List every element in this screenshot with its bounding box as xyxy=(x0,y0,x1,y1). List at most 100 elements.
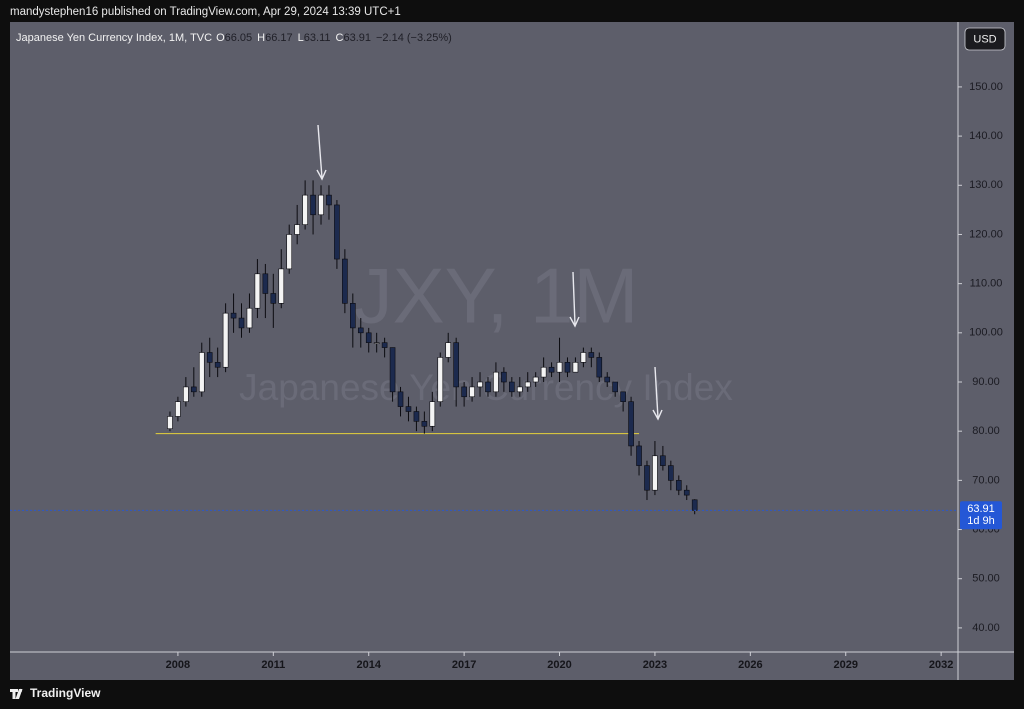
candle-body xyxy=(540,366,547,378)
x-tick-label: 2017 xyxy=(452,659,476,671)
candle xyxy=(628,396,634,456)
candle xyxy=(516,377,523,397)
legend-value: 66.05 xyxy=(225,32,253,44)
candle xyxy=(238,303,245,338)
legend-key: H xyxy=(257,32,265,44)
candle-body xyxy=(461,386,467,398)
candle-body xyxy=(373,342,380,344)
candle xyxy=(222,303,229,373)
candle xyxy=(612,381,618,397)
candle xyxy=(318,185,324,225)
candle-body xyxy=(564,362,571,373)
candle xyxy=(373,332,380,353)
candle-body xyxy=(198,352,205,393)
candle xyxy=(636,441,642,476)
arrow-head xyxy=(652,409,663,421)
candle xyxy=(286,224,293,274)
candle-body xyxy=(397,391,404,407)
candle xyxy=(310,180,316,235)
footer-brand: TradingView xyxy=(30,686,101,700)
y-tick-label: 110.00 xyxy=(970,278,1003,290)
candle-body xyxy=(326,194,332,206)
candle xyxy=(437,352,444,407)
candle-body xyxy=(668,465,674,481)
candle-body xyxy=(532,376,539,383)
candle-body xyxy=(270,293,277,304)
candle-body xyxy=(421,421,428,427)
y-tick-label: 130.00 xyxy=(969,179,1003,191)
candle xyxy=(453,337,459,407)
candle xyxy=(683,485,690,501)
candle xyxy=(191,367,197,397)
candle-body xyxy=(524,381,531,388)
candle-body xyxy=(437,357,444,402)
candle xyxy=(334,200,340,269)
candle xyxy=(206,337,213,378)
candle xyxy=(596,352,603,382)
candle-body xyxy=(493,371,499,393)
last-price-box xyxy=(960,501,1002,530)
candle-body xyxy=(310,194,316,216)
candle xyxy=(246,293,253,333)
candle-body xyxy=(636,445,642,466)
candle xyxy=(461,382,467,407)
x-tick-label: 2008 xyxy=(166,659,190,671)
footer-logo-dot xyxy=(18,688,23,693)
candle-body xyxy=(683,489,690,496)
candle xyxy=(183,377,189,407)
legend-text: Japanese Yen Currency Index, 1M, TVC O66.… xyxy=(16,32,452,44)
candle xyxy=(540,357,547,382)
candle xyxy=(421,411,428,434)
arrow xyxy=(654,366,659,419)
candle-body xyxy=(334,204,340,260)
watermark-symbol: JXY, 1M xyxy=(354,252,639,340)
candle-body xyxy=(302,194,308,225)
candle-body xyxy=(294,224,300,235)
candle-body xyxy=(588,352,595,358)
currency-label[interactable]: USD xyxy=(973,33,996,45)
plot xyxy=(155,180,698,515)
candle xyxy=(326,185,332,220)
candle xyxy=(477,372,483,397)
candle-body xyxy=(389,347,396,393)
currency-button[interactable] xyxy=(964,27,1006,51)
candle xyxy=(493,362,499,397)
candle-body xyxy=(644,465,650,491)
arrow xyxy=(317,124,323,179)
candle-body xyxy=(342,258,348,304)
legend-key: C xyxy=(336,32,344,44)
candle-body xyxy=(596,357,603,378)
y-tick-label: 40.00 xyxy=(972,622,1000,634)
y-tick-label: 140.00 xyxy=(969,130,1003,142)
candle-body xyxy=(485,381,491,393)
candle xyxy=(302,180,308,230)
candle-body xyxy=(652,455,658,491)
candle xyxy=(532,372,539,387)
candle xyxy=(429,391,436,432)
candle xyxy=(405,396,412,422)
candle-body xyxy=(469,386,475,398)
candle xyxy=(350,293,356,348)
candle-body xyxy=(413,411,420,422)
chart-panel xyxy=(10,22,1014,680)
legend-value: 63.91 xyxy=(343,32,371,44)
candle-body xyxy=(405,406,412,412)
candle xyxy=(214,347,221,378)
header-text: mandystephen16 published on TradingView.… xyxy=(10,6,401,18)
legend-key: L xyxy=(298,32,304,44)
candle xyxy=(564,357,571,378)
candle xyxy=(588,347,595,368)
candle xyxy=(524,372,531,392)
candle-body xyxy=(246,307,253,329)
candle xyxy=(548,362,555,378)
arrow-head xyxy=(316,169,327,181)
candle-body xyxy=(222,312,229,368)
candle-body xyxy=(660,455,666,466)
x-tick-label: 2014 xyxy=(356,659,381,671)
footer: TradingView xyxy=(10,686,101,700)
candle-body xyxy=(628,401,634,447)
candle-body xyxy=(175,401,181,417)
last-price-label: 63.91 xyxy=(967,503,995,515)
candle-body xyxy=(429,401,436,427)
candle xyxy=(357,318,364,348)
